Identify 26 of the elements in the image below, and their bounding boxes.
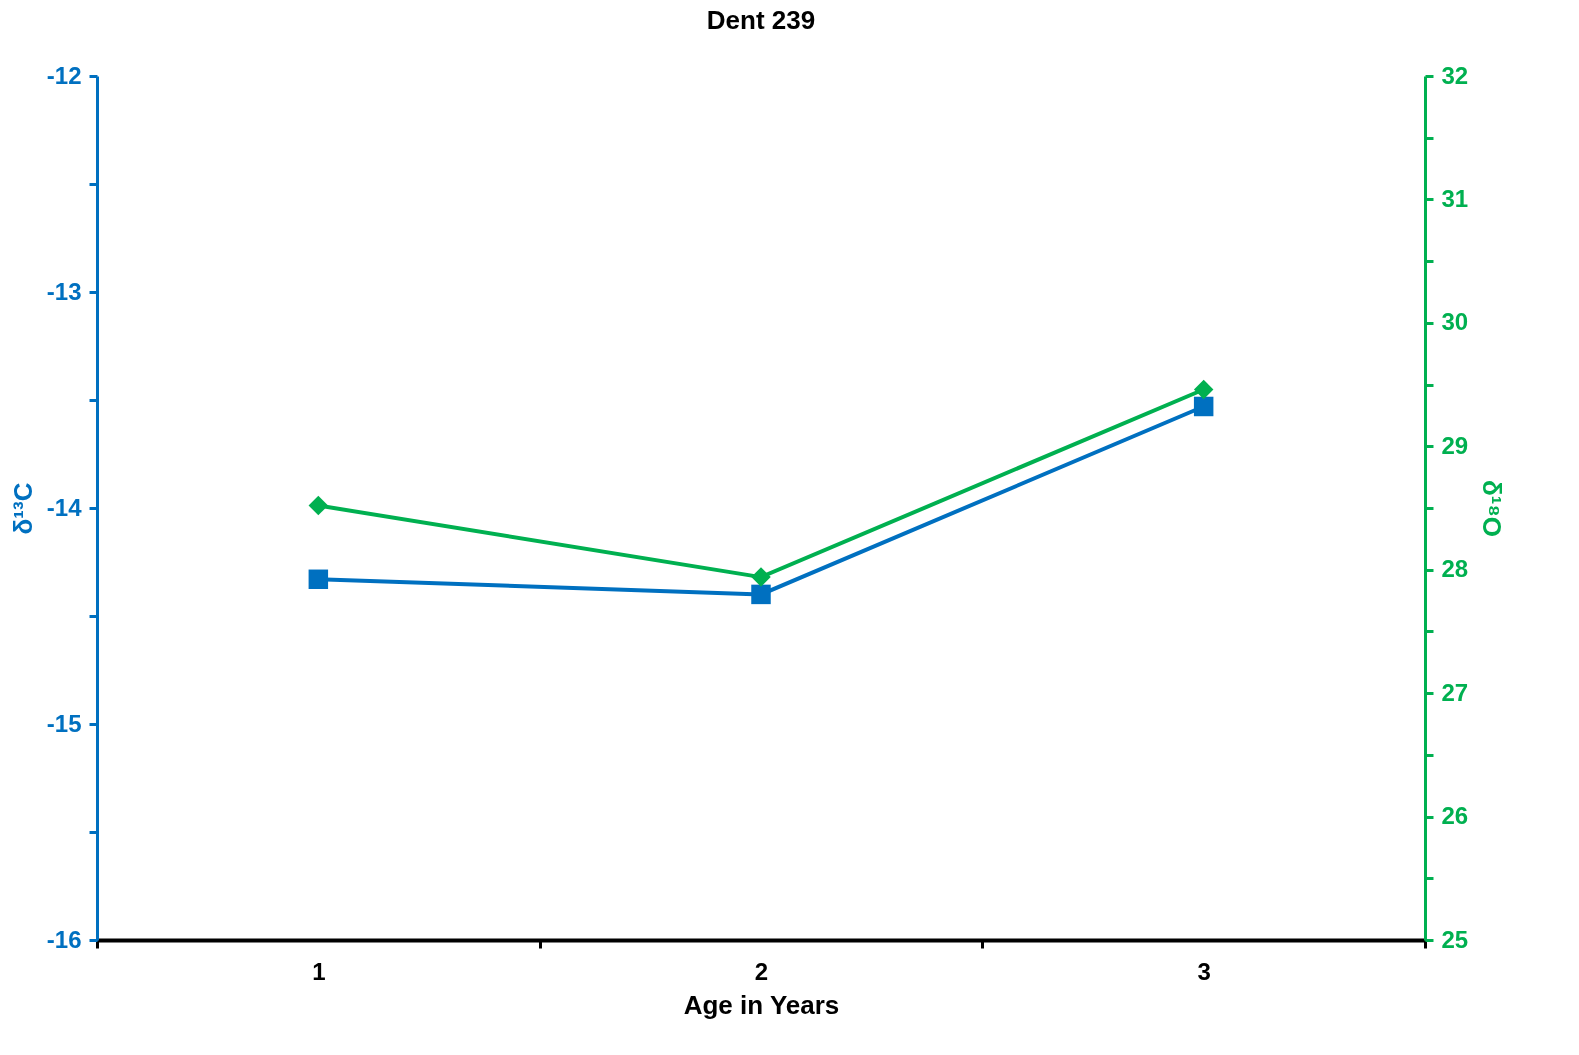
point — [751, 567, 771, 587]
point — [1193, 396, 1214, 417]
y2-tick-label: 29 — [1441, 431, 1469, 459]
point — [751, 584, 771, 605]
point — [308, 495, 329, 516]
y-tick-label: -15 — [46, 709, 82, 737]
point — [308, 569, 329, 590]
y-tick-label: -14 — [46, 493, 83, 521]
x-tick-label: 1 — [312, 957, 326, 985]
x-tick-label: 3 — [1197, 957, 1211, 985]
y2-tick-label: 28 — [1441, 555, 1469, 583]
y2-tick-label: 31 — [1441, 184, 1469, 212]
x-tick-label: 2 — [754, 957, 769, 985]
y-axis-title: δ¹³C — [7, 482, 38, 535]
y2-tick-label: 27 — [1441, 678, 1469, 706]
point — [1193, 379, 1214, 400]
y2-tick-label: 26 — [1441, 802, 1469, 830]
y2-tick-label: 25 — [1441, 925, 1469, 953]
y-tick-label: -13 — [46, 277, 82, 305]
y2-tick-label: 32 — [1441, 61, 1469, 89]
y-tick-label: -16 — [46, 925, 82, 953]
x-axis-title: Age in Years — [683, 989, 840, 1020]
y2-tick-label: 30 — [1441, 308, 1469, 336]
chart-title: Dent 239 — [706, 5, 816, 35]
y-tick-label: -12 — [46, 61, 82, 89]
y2-axis-title: δ¹⁸O — [1477, 480, 1508, 537]
